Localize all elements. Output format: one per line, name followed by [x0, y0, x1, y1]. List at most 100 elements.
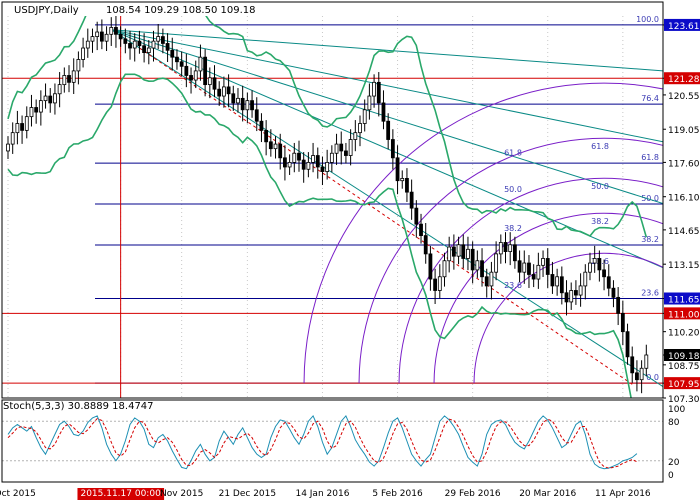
candle-body-9 — [48, 95, 53, 104]
candle-body-10 — [53, 93, 57, 104]
price-label-bg-8 — [664, 292, 700, 305]
fan-label-1: 50.0 — [504, 185, 522, 194]
candle-body-13 — [67, 75, 71, 83]
time-label-3: 21 Dec 2015 — [219, 489, 277, 499]
candle-body-94 — [447, 246, 452, 262]
price-label-6: 114.65 — [668, 227, 700, 237]
candle-body-57 — [273, 143, 278, 150]
candle-body-128 — [606, 276, 611, 289]
candle-body-62 — [297, 152, 301, 161]
stochastic-panel-border — [1, 399, 664, 483]
candle-body-130 — [616, 296, 621, 314]
candle-body-34 — [165, 43, 170, 51]
candle-body-124 — [588, 262, 592, 273]
candle-body-100 — [475, 260, 480, 271]
fan-line-4 — [110, 29, 663, 387]
bollinger-upper — [7, 16, 648, 238]
candle-body-99 — [470, 248, 475, 271]
candle-body-66 — [315, 155, 320, 168]
stoch-signal-line — [7, 418, 638, 469]
candle-body-61 — [292, 152, 297, 163]
price-label-3: 119.05 — [668, 126, 700, 136]
candle-body-82 — [390, 139, 395, 159]
candle-body-65 — [311, 155, 315, 163]
candle-body-17 — [85, 40, 90, 49]
time-label-1: 2015.11.17 00:00 — [80, 489, 161, 499]
candle-body-4 — [24, 116, 29, 131]
candle-body-38 — [184, 65, 189, 76]
fib-arc-0 — [473, 252, 663, 384]
fib-level-label-1: 76.4 — [641, 94, 659, 103]
fan-label-2: 38.2 — [504, 224, 522, 233]
price-label-12: 108.75 — [668, 362, 700, 372]
candle-body-76 — [362, 109, 367, 124]
stoch-main-line — [7, 414, 638, 470]
stoch-axis-label-3: 0 — [668, 471, 674, 481]
candle-body-8 — [43, 95, 48, 102]
candle-body-114 — [541, 258, 545, 266]
candle-body-36 — [175, 56, 179, 63]
candle-body-21 — [104, 33, 109, 42]
price-label-bg-1 — [664, 72, 700, 85]
candle-body-33 — [160, 36, 165, 44]
fan-line-2 — [111, 29, 663, 205]
candle-body-113 — [536, 264, 541, 280]
candle-body-111 — [527, 262, 531, 275]
candle-body-90 — [428, 253, 433, 280]
candle-body-106 — [503, 242, 508, 253]
stochastic-title: Stoch(5,3,3) 30.8889 18.4747 — [3, 401, 154, 412]
candle-body-51 — [245, 100, 250, 111]
candle-body-96 — [456, 244, 461, 257]
candle-body-123 — [583, 271, 588, 287]
candle-body-32 — [156, 36, 161, 42]
ohlc-readout: 108.54 109.29 108.50 109.18 — [106, 5, 256, 16]
candle-body-112 — [531, 274, 536, 280]
candle-body-1 — [10, 132, 15, 145]
candle-body-133 — [630, 356, 635, 374]
time-label-5: 5 Feb 2016 — [372, 489, 423, 499]
stoch-axis-label-0: 100 — [668, 405, 685, 415]
candle-body-25 — [123, 38, 128, 44]
candle-body-14 — [71, 70, 76, 83]
fan-label-3: 23.6 — [504, 281, 522, 290]
candle-body-39 — [189, 75, 193, 81]
price-label-9: 111.00 — [668, 310, 700, 320]
fib-level-label-5: 23.6 — [641, 288, 659, 297]
candle-body-87 — [414, 207, 419, 225]
candle-body-11 — [57, 84, 62, 95]
candle-body-59 — [283, 157, 287, 168]
fib-level-label-0: 100.0 — [636, 15, 659, 24]
price-label-10: 110.20 — [668, 329, 700, 339]
candle-body-125 — [592, 258, 597, 264]
candle-body-108 — [512, 244, 517, 262]
candle-body-102 — [484, 276, 489, 287]
price-label-7: 113.15 — [668, 261, 700, 271]
candle-body-37 — [179, 61, 184, 67]
candle-body-15 — [76, 59, 81, 72]
candle-body-68 — [325, 161, 330, 172]
fib-arc-1 — [433, 212, 663, 384]
candle-body-35 — [170, 49, 175, 58]
candle-body-3 — [20, 123, 24, 131]
candle-body-134 — [635, 372, 639, 381]
candle-body-45 — [217, 88, 222, 97]
time-label-0: 14 Oct 2015 — [0, 489, 36, 499]
candle-body-30 — [146, 47, 151, 53]
candle-body-67 — [320, 166, 325, 172]
price-label-1: 121.28 — [668, 75, 700, 85]
candle-body-2 — [15, 123, 20, 134]
price-label-bg-9 — [664, 307, 700, 320]
candle-body-55 — [264, 129, 269, 143]
candle-body-89 — [423, 235, 428, 255]
fib-level-label-6: 0.0 — [646, 373, 659, 382]
candle-body-56 — [268, 141, 273, 150]
candle-body-24 — [118, 33, 123, 40]
candle-body-127 — [602, 269, 606, 278]
candle-body-7 — [38, 100, 43, 113]
candle-body-72 — [344, 150, 348, 156]
time-label-4: 14 Jan 2016 — [295, 489, 349, 499]
candle-body-91 — [433, 278, 438, 291]
candle-body-19 — [95, 31, 100, 37]
candle-body-20 — [99, 31, 104, 42]
